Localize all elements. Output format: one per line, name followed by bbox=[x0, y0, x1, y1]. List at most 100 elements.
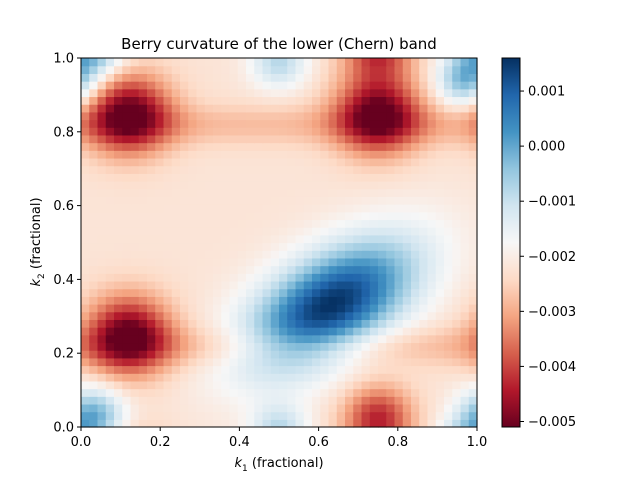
heatmap-cell bbox=[427, 181, 437, 190]
heatmap-cell bbox=[171, 388, 181, 397]
heatmap-cell bbox=[279, 219, 288, 228]
heatmap-cell bbox=[320, 257, 330, 267]
heatmap-cell bbox=[378, 119, 387, 128]
heatmap-cell bbox=[369, 357, 379, 367]
heatmap-cell bbox=[213, 150, 222, 159]
heatmap-cell bbox=[345, 204, 354, 213]
heatmap-cell bbox=[229, 403, 239, 413]
heatmap-cell bbox=[122, 296, 132, 305]
heatmap-cell bbox=[188, 396, 198, 405]
heatmap-cell bbox=[138, 380, 148, 390]
heatmap-cell bbox=[213, 173, 222, 182]
heatmap-cell bbox=[221, 73, 231, 82]
heatmap-cell bbox=[196, 88, 206, 98]
heatmap-cell bbox=[254, 373, 264, 382]
heatmap-cell bbox=[386, 181, 396, 190]
heatmap-cell bbox=[81, 58, 90, 67]
heatmap-cell bbox=[303, 334, 313, 344]
heatmap-cell bbox=[287, 365, 297, 374]
heatmap-cell bbox=[452, 327, 462, 336]
heatmap-cell bbox=[394, 257, 404, 267]
heatmap-cell bbox=[369, 419, 379, 428]
heatmap-cell bbox=[435, 327, 445, 336]
heatmap-cell bbox=[345, 304, 354, 313]
heatmap-cell bbox=[270, 403, 280, 413]
heatmap-cell bbox=[444, 58, 453, 67]
heatmap-cell bbox=[427, 188, 437, 197]
heatmap-cell bbox=[254, 96, 264, 105]
heatmap-cell bbox=[287, 380, 297, 390]
heatmap-cell bbox=[221, 142, 231, 151]
heatmap-cell bbox=[452, 127, 462, 136]
heatmap-cell bbox=[246, 250, 255, 259]
heatmap-cell bbox=[89, 288, 99, 297]
heatmap-cell bbox=[97, 234, 107, 244]
heatmap-cell bbox=[452, 181, 462, 190]
heatmap-cell bbox=[460, 165, 470, 174]
heatmap-cell bbox=[287, 96, 297, 105]
heatmap-cell bbox=[246, 211, 255, 221]
heatmap-cell bbox=[287, 234, 297, 244]
heatmap-cell bbox=[246, 157, 255, 167]
heatmap-cell bbox=[419, 188, 429, 197]
heatmap-cell bbox=[460, 58, 470, 67]
heatmap-cell bbox=[97, 196, 107, 205]
heatmap-cell bbox=[320, 365, 330, 374]
heatmap-cell bbox=[411, 119, 420, 128]
heatmap-cell bbox=[303, 119, 313, 128]
heatmap-cell bbox=[320, 88, 330, 98]
heatmap-cell bbox=[105, 257, 115, 267]
heatmap-cell bbox=[312, 234, 321, 244]
heatmap-cell bbox=[353, 211, 363, 221]
heatmap-cell bbox=[229, 419, 239, 428]
heatmap-cell bbox=[353, 350, 363, 359]
heatmap-cell bbox=[460, 296, 470, 305]
heatmap-cell bbox=[163, 350, 173, 359]
heatmap-cell bbox=[229, 196, 239, 205]
heatmap-cell bbox=[105, 250, 115, 259]
heatmap-cell bbox=[336, 419, 346, 428]
heatmap-cell bbox=[402, 219, 412, 228]
heatmap-cell bbox=[452, 211, 462, 221]
heatmap-cell bbox=[427, 96, 437, 105]
heatmap-cell bbox=[369, 280, 379, 290]
heatmap-cell bbox=[163, 150, 173, 159]
heatmap-cell bbox=[402, 134, 412, 144]
heatmap-cell bbox=[452, 96, 462, 105]
heatmap-cell bbox=[279, 58, 288, 67]
heatmap-cell bbox=[270, 234, 280, 244]
heatmap-cell bbox=[287, 73, 297, 82]
heatmap-cell bbox=[295, 127, 305, 136]
heatmap-cell bbox=[361, 365, 371, 374]
heatmap-cell bbox=[114, 242, 123, 251]
heatmap-cell bbox=[229, 204, 239, 213]
heatmap-cell bbox=[213, 311, 222, 320]
heatmap-cell bbox=[229, 73, 239, 82]
heatmap-cell bbox=[444, 411, 453, 420]
heatmap-cell bbox=[345, 350, 354, 359]
heatmap-cell bbox=[468, 227, 478, 236]
heatmap-cell bbox=[353, 250, 363, 259]
heatmap-cell bbox=[204, 81, 214, 90]
heatmap-cell bbox=[353, 111, 363, 121]
heatmap-cell bbox=[254, 327, 264, 336]
heatmap-cell bbox=[312, 311, 321, 320]
heatmap-cell bbox=[312, 411, 321, 420]
heatmap-cell bbox=[378, 403, 387, 413]
heatmap-cell bbox=[435, 403, 445, 413]
heatmap-cell bbox=[460, 396, 470, 405]
heatmap-cell bbox=[452, 134, 462, 144]
heatmap-cell bbox=[411, 211, 420, 221]
heatmap-cell bbox=[394, 357, 404, 367]
heatmap-cell bbox=[97, 342, 107, 351]
heatmap-cell bbox=[295, 157, 305, 167]
heatmap-cell bbox=[419, 157, 429, 167]
heatmap-cell bbox=[270, 334, 280, 344]
heatmap-cell bbox=[468, 373, 478, 382]
heatmap-cell bbox=[180, 273, 189, 282]
heatmap-cell bbox=[328, 373, 338, 382]
heatmap-cell bbox=[237, 234, 247, 244]
heatmap-cell bbox=[427, 373, 437, 382]
heatmap-cell bbox=[130, 73, 140, 82]
heatmap-cell bbox=[353, 81, 363, 90]
